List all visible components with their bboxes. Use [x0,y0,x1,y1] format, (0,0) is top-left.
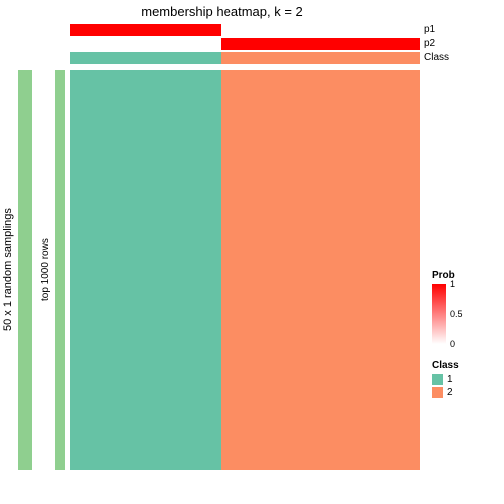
anno-label-p2: p2 [424,38,435,49]
prob-tick: 0.5 [450,309,463,319]
heatmap-column [221,70,421,470]
legend-prob: Prob 10.50 [432,270,500,350]
anno-segment [221,24,421,36]
anno-label-Class: Class [424,52,449,63]
anno-segment [221,38,421,50]
class-swatch [432,387,443,398]
anno-segment [70,24,221,36]
heatmap-column [70,70,221,470]
chart-title: membership heatmap, k = 2 [0,4,444,19]
legend-class: Class 1 2 [432,360,500,400]
row-dendro-bar-outer [18,70,32,470]
class-label: 1 [447,374,453,385]
legend-class-title: Class [432,360,500,371]
row-dendro-bar-inner [55,70,65,470]
prob-tick: 0 [450,339,455,349]
heatmap-body [70,70,420,470]
class-legend-item: 2 [432,387,500,398]
legend-prob-title: Prob [432,270,500,281]
prob-tick: 1 [450,279,455,289]
class-swatch [432,374,443,385]
y-axis-outer-label: 50 x 1 random samplings [2,70,14,470]
anno-segment [70,38,221,50]
class-label: 2 [447,387,453,398]
annotation-tracks [70,24,420,66]
anno-row-Class [70,52,420,64]
y-axis-inner-label: top 1000 rows [40,70,51,470]
anno-row-p1 [70,24,420,36]
anno-segment [221,52,421,64]
prob-gradient: 10.50 [432,284,446,344]
anno-segment [70,52,221,64]
anno-label-p1: p1 [424,24,435,35]
class-legend-item: 1 [432,374,500,385]
anno-row-p2 [70,38,420,50]
